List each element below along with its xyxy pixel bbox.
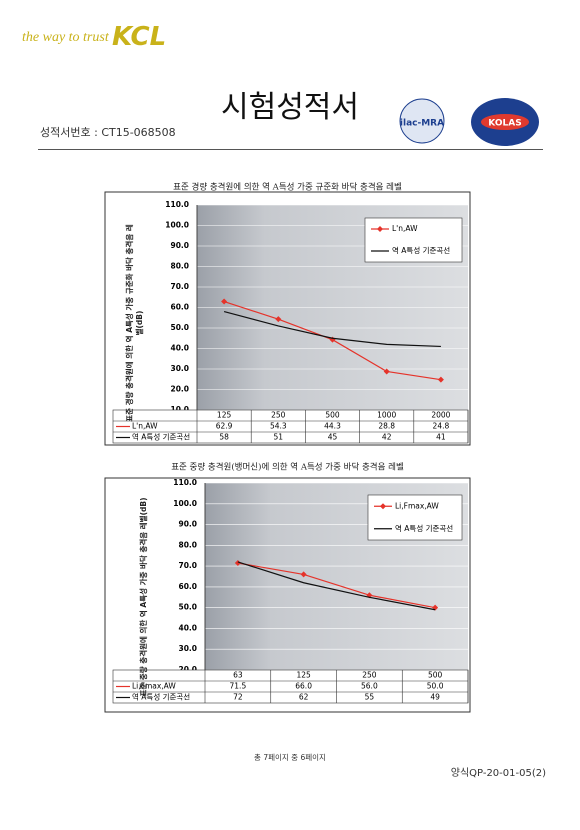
- table-value: 49: [430, 693, 440, 702]
- legend-marker: [380, 503, 386, 510]
- y-tick-label: 60.0: [170, 303, 189, 312]
- legend: [364, 217, 463, 263]
- chart-title: 표준 중량 충격원(뱅머신)에 의한 역 A특성 가중 바닥 충격음 레벨: [171, 462, 404, 473]
- slogan: the way to trust: [22, 30, 109, 45]
- legend-label: 역 A특성 기준곡선: [395, 523, 453, 533]
- table-value: 54.3: [270, 422, 287, 431]
- table-value: 24.8: [433, 422, 450, 431]
- data-table: [112, 669, 469, 704]
- y-tick-label: 110.0: [165, 200, 189, 209]
- ilac-logo: [399, 98, 445, 144]
- table-value: 56.0: [361, 682, 378, 691]
- title: 시험성적서: [221, 90, 359, 125]
- data-table: [112, 409, 469, 444]
- legend-label: Li,Fmax,AW: [395, 501, 439, 510]
- y-axis-label: 표준 경량 충격원에 의한 역 A특성 가중 규준화 바닥 충격음 레벨(dB): [125, 224, 144, 422]
- series-line: [237, 561, 436, 611]
- table-value: 58: [219, 433, 229, 442]
- point: [234, 559, 241, 566]
- table-value: 28.8: [378, 422, 395, 431]
- y-tick-label: 20.0: [170, 385, 189, 394]
- kolas-band: [481, 114, 529, 130]
- table-series-name: 역 A특성 기준곡선: [132, 432, 190, 442]
- x-tick-label: 250: [271, 411, 286, 420]
- y-tick-label: 110.0: [173, 478, 197, 487]
- y-tick-label: 100.0: [165, 221, 189, 230]
- y-tick-label: 80.0: [170, 262, 189, 271]
- table-value: 72: [233, 693, 243, 702]
- y-tick-label: 20.0: [178, 665, 197, 674]
- x-tick-label: 125: [217, 411, 232, 420]
- y-tick-label: 10.0: [170, 405, 189, 414]
- table-value: 66.0: [295, 682, 312, 691]
- legend: [367, 494, 463, 541]
- table-value: 42: [382, 433, 392, 442]
- chart-title: 표준 경량 충격원에 의한 역 A특성 가중 규준화 바닥 충격음 레벨: [173, 182, 402, 193]
- x-tick-label: 1000: [377, 411, 396, 420]
- legend-marker: [377, 226, 383, 232]
- y-tick-label: 40.0: [178, 623, 197, 632]
- report-number: 성적서번호 : CT15-068508: [40, 124, 176, 140]
- y-tick-label: 50.0: [170, 323, 189, 332]
- y-tick-label: 70.0: [170, 282, 189, 291]
- table-series-name: 역 A특성 기준곡선: [132, 692, 190, 702]
- page-number: 총 7페이지 중 6페이지: [254, 753, 326, 762]
- table-value: 62: [299, 693, 309, 702]
- table-series-name: L'n,AW: [132, 422, 158, 431]
- y-tick-label: 40.0: [170, 344, 189, 353]
- y-tick-label: 90.0: [170, 241, 189, 250]
- x-tick-label: 500: [428, 671, 443, 680]
- legend-label: L'n,AW: [392, 224, 418, 233]
- report-number-label: 성적서번호 :: [40, 126, 98, 139]
- form-number: 양식QP-20-01-05(2): [450, 768, 546, 779]
- table-value: 41: [436, 433, 446, 442]
- x-tick-label: 63: [233, 671, 243, 680]
- legend-label: 역 A특성 기준곡선: [392, 245, 450, 255]
- logos: ilac-MRA KOLAS: [399, 98, 539, 146]
- table-value: 55: [365, 693, 375, 702]
- y-tick-label: 50.0: [178, 603, 197, 612]
- x-tick-label: 500: [325, 411, 340, 420]
- report-number-value: CT15-068508: [101, 126, 176, 139]
- y-tick-label: 60.0: [178, 582, 197, 591]
- y-tick-label: 90.0: [178, 520, 197, 529]
- x-tick-label: 250: [362, 671, 377, 680]
- brand: KCL: [112, 22, 167, 52]
- y-tick-label: 100.0: [173, 499, 197, 508]
- table-value: 50.0: [427, 682, 444, 691]
- x-tick-label: 2000: [431, 411, 450, 420]
- point: [437, 376, 444, 383]
- table-series-name: Li,Fmax,AW: [132, 682, 176, 691]
- y-axis-label: 표준 중량 충격원에 의한 역 A특성 가중 바닥 충격음 레벨(dB): [139, 497, 148, 697]
- y-tick-label: 70.0: [178, 561, 197, 570]
- table-value: 71.5: [230, 682, 247, 691]
- table-value: 51: [274, 433, 284, 442]
- table-value: 45: [328, 433, 338, 442]
- rule: [38, 149, 543, 150]
- point: [275, 316, 282, 323]
- y-tick-label: 80.0: [178, 540, 197, 549]
- x-tick-label: 125: [296, 671, 311, 680]
- ilac-text: ilac-MRA: [400, 119, 444, 129]
- point: [221, 298, 228, 305]
- kolas-text: KOLAS: [488, 119, 521, 129]
- series-line: [223, 311, 441, 348]
- series-line: [237, 562, 436, 609]
- table-value: 62.9: [216, 422, 233, 431]
- y-tick-label: 30.0: [178, 644, 197, 653]
- point: [383, 368, 390, 375]
- y-tick-label: 30.0: [170, 364, 189, 373]
- point: [300, 571, 307, 578]
- table-value: 44.3: [324, 422, 341, 431]
